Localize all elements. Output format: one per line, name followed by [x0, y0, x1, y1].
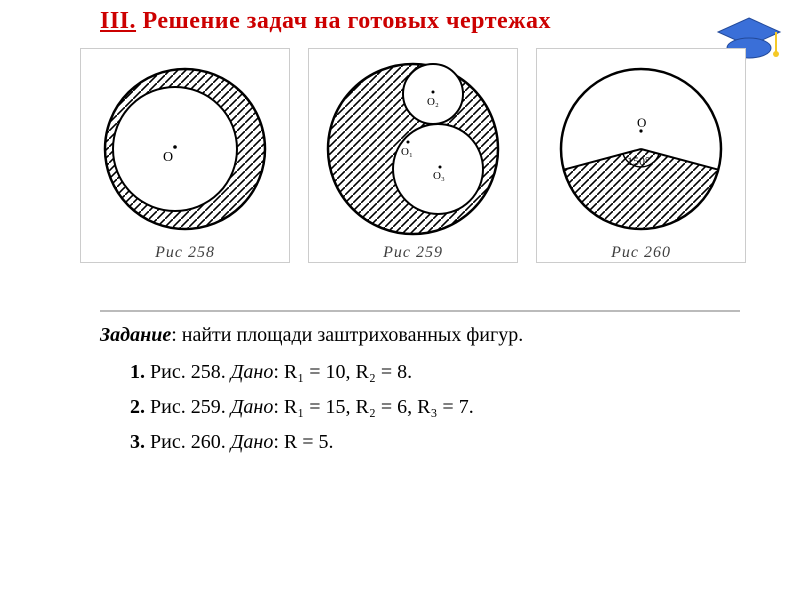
figure-panel-259: O₂ O₁ O₃ Рис 259: [308, 48, 518, 263]
item-ref: Рис. 258.: [150, 361, 226, 383]
item-vals: : R = 5.: [273, 431, 333, 453]
figure-panel-260: O 150° Рис 260: [536, 48, 746, 263]
item-ref: Рис. 259.: [150, 396, 226, 418]
item-dano: Дано: [231, 361, 274, 383]
item-num: 1.: [130, 361, 145, 383]
title-text: Решение задач на готовых чертежах: [143, 8, 552, 34]
item-num: 2.: [130, 396, 145, 418]
item-dano: Дано: [231, 431, 274, 453]
task-item-2: 2. Рис. 259. Дано: R₁ = 15, R₂ = 6, R₃ =…: [130, 396, 740, 419]
zadanie-word: Задание: [100, 324, 171, 346]
figure-258: O: [85, 59, 285, 238]
label-O3: O₃: [433, 170, 445, 182]
figure-panel-258: O Рис 258: [80, 48, 290, 263]
caption-258: Рис 258: [155, 244, 215, 262]
figure-259: O₂ O₁ O₃: [313, 59, 513, 238]
item-vals: : R₁ = 15, R₂ = 6, R₃ = 7.: [273, 396, 473, 418]
task-item-3: 3. Рис. 260. Дано: R = 5.: [130, 431, 740, 454]
task-block: Задание: найти площади заштрихованных фи…: [100, 310, 740, 466]
title-prefix: III.: [100, 8, 136, 34]
task-statement: Задание: найти площади заштрихованных фи…: [100, 324, 740, 347]
item-dano: Дано: [231, 396, 274, 418]
label-O2: O₂: [427, 96, 439, 108]
label-O1: O₁: [401, 146, 413, 158]
zadanie-text: : найти площади заштрихованных фигур.: [171, 324, 523, 346]
item-vals: : R₁ = 10, R₂ = 8.: [273, 361, 412, 383]
figures-row: O Рис 258: [80, 48, 746, 263]
label-O: O: [163, 150, 173, 165]
figure-260: O 150°: [541, 59, 741, 238]
caption-259: Рис 259: [383, 244, 443, 262]
item-num: 3.: [130, 431, 145, 453]
item-ref: Рис. 260.: [150, 431, 226, 453]
label-O-260: O: [637, 115, 646, 130]
task-item-1: 1. Рис. 258. Дано: R₁ = 10, R₂ = 8.: [130, 361, 740, 384]
section-title: III. Решение задач на готовых чертежах: [100, 8, 551, 35]
caption-260: Рис 260: [611, 244, 671, 262]
angle-label: 150°: [627, 154, 650, 168]
